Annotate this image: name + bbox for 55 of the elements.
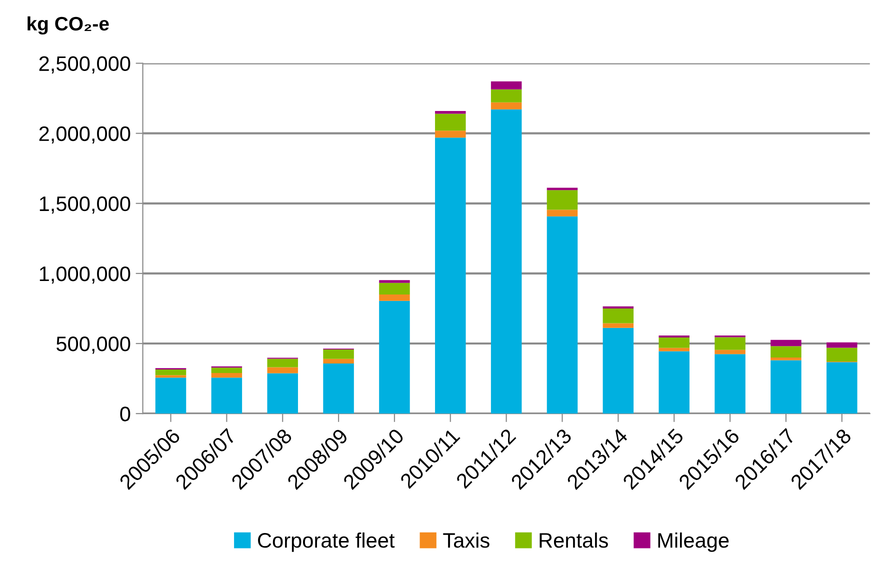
bar [379,300,410,414]
bar [379,280,410,283]
bar [826,342,858,348]
bar [155,369,186,376]
bar [658,351,690,414]
bar [826,362,858,414]
bar [770,346,802,358]
bar [770,340,802,346]
y-tick-label: 1,000,000 [40,266,130,284]
bar [211,378,242,414]
bar [546,216,578,414]
bar [714,350,746,354]
bar [602,308,634,324]
bar [658,348,690,352]
bar [658,337,690,348]
bar [546,188,578,190]
y-tick-label: 500,000 [56,336,130,354]
bar [490,89,522,102]
bar [155,375,186,378]
legend-label: Taxis [443,532,490,548]
bar [714,337,746,350]
bar [490,102,522,110]
bar [323,358,354,364]
bar [490,109,522,414]
bar [435,114,466,131]
bar [435,138,466,414]
bar [546,190,578,210]
y-tick-label: 1,500,000 [40,196,130,214]
bar [267,358,298,368]
bar [211,372,242,378]
bar [602,328,634,414]
bar [770,358,802,360]
bar [379,294,410,301]
y-tick-label: 2,500,000 [39,56,130,74]
bar [323,350,354,359]
bar [770,360,802,414]
bar [323,364,354,414]
bar [602,323,634,328]
legend-label: Corporate fleet [258,532,395,552]
bar [211,368,242,373]
bar [546,210,578,216]
bar [267,373,298,414]
y-axis-title: kg CO₂-e [28,16,109,35]
bar [379,282,410,294]
bar [267,367,298,374]
legend-label: Rentals [540,532,608,548]
bar [714,354,746,414]
bar [826,348,858,362]
bar [490,81,522,90]
legend-label: Mileage [658,532,729,552]
bar [435,111,466,114]
bar [435,130,466,138]
y-tick-label: 2,000,000 [39,126,130,144]
y-tick-label: 0 [120,406,130,422]
bar [155,378,186,414]
